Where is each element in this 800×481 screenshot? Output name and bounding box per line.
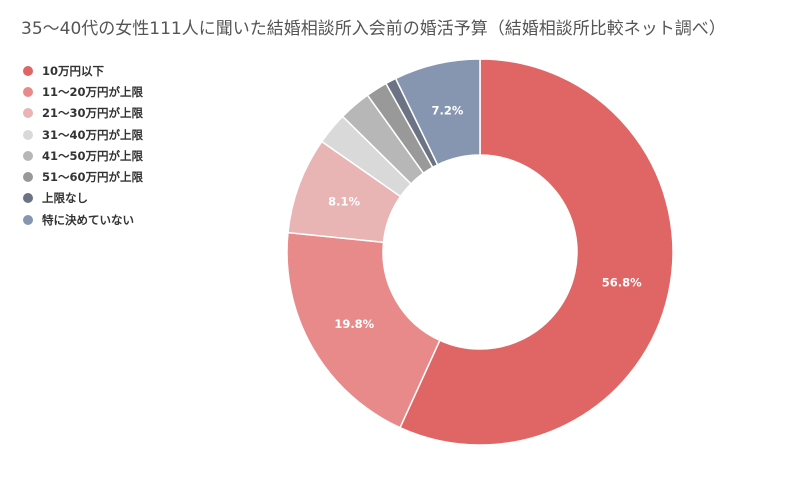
legend-item[interactable]: 21〜30万円が上限	[23, 103, 143, 124]
legend-swatch	[23, 172, 33, 183]
pie-slice[interactable]	[286, 231, 441, 429]
legend-swatch	[23, 65, 33, 76]
pie-slice[interactable]	[399, 58, 674, 446]
slice-data-label: 8.1%	[328, 195, 360, 209]
legend-label: 上限なし	[42, 191, 88, 206]
legend-label: 51〜60万円が上限	[42, 170, 144, 185]
legend-label: 21〜30万円が上限	[42, 106, 144, 121]
legend-label: 11〜20万円が上限	[42, 84, 144, 99]
legend-swatch	[23, 129, 33, 140]
chart-title: 35〜40代の女性111人に聞いた結婚相談所入会前の婚活予算（結婚相談所比較ネッ…	[21, 19, 726, 39]
legend-item[interactable]: 11〜20万円が上限	[23, 81, 143, 102]
legend-label: 特に決めていない	[42, 212, 134, 227]
legend-item[interactable]: 特に決めていない	[23, 209, 143, 230]
slice-data-label: 56.8%	[602, 276, 642, 290]
legend-label: 10万円以下	[42, 63, 105, 78]
legend-swatch	[23, 86, 33, 97]
legend-label: 31〜40万円が上限	[42, 127, 144, 142]
legend-label: 41〜50万円が上限	[42, 148, 144, 163]
chart-legend: 10万円以下 11〜20万円が上限 21〜30万円が上限 31〜40万円が上限 41〜5…	[23, 60, 143, 230]
legend-swatch	[23, 150, 33, 161]
legend-swatch	[23, 108, 33, 119]
legend-item[interactable]: 上限なし	[23, 188, 143, 209]
pie-slice[interactable]	[394, 58, 481, 166]
legend-item[interactable]: 10万円以下	[23, 60, 143, 81]
legend-item[interactable]: 31〜40万円が上限	[23, 124, 143, 145]
legend-swatch	[23, 193, 33, 204]
slice-data-label: 7.2%	[432, 104, 464, 118]
legend-item[interactable]: 51〜60万円が上限	[23, 166, 143, 187]
legend-item[interactable]: 41〜50万円が上限	[23, 145, 143, 166]
legend-swatch	[23, 214, 33, 225]
slice-data-label: 19.8%	[334, 317, 374, 331]
